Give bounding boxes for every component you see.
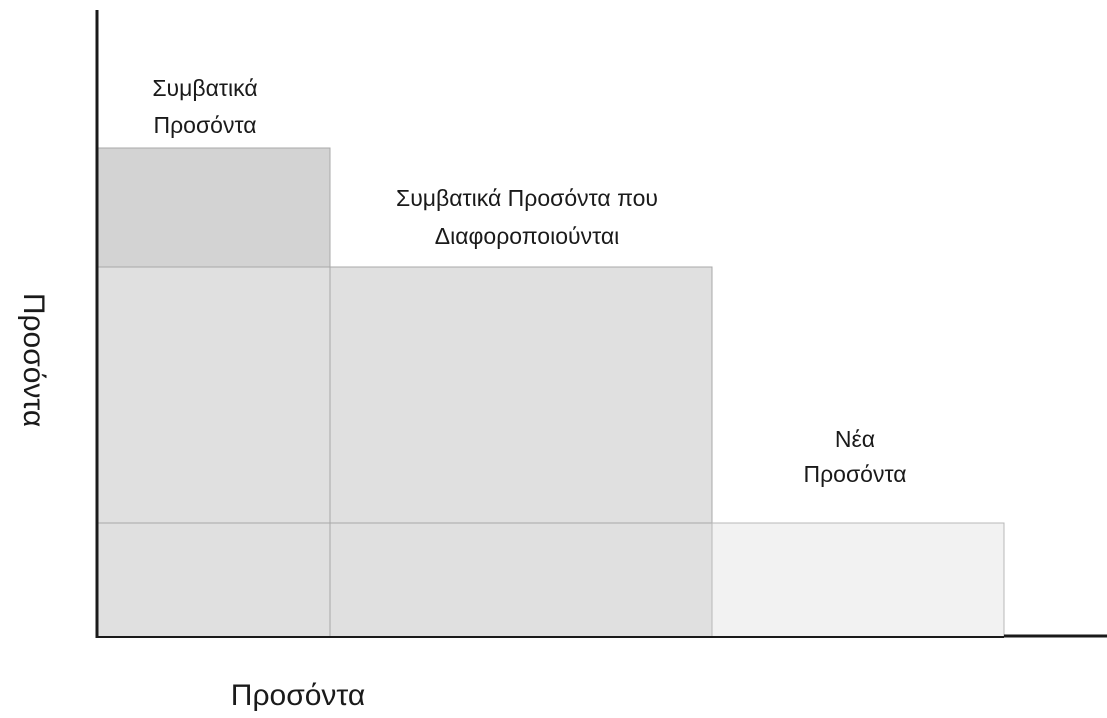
- y-axis-label: Προσόντα: [17, 293, 50, 427]
- box-label: Διαφοροποιούνται: [435, 223, 620, 249]
- box-label: Νέα: [835, 426, 875, 452]
- box-label: Συμβατικά Προσόντα που: [396, 185, 658, 211]
- box-differentiated: [96, 266, 713, 638]
- box-label: Προσόντα: [803, 461, 906, 487]
- box-conventional-top: [96, 147, 331, 268]
- x-axis-label: Προσόντα: [231, 679, 365, 712]
- box-label: Προσόντα: [153, 112, 256, 138]
- box-label: Συμβατικά: [152, 75, 257, 101]
- box-new: [711, 522, 1005, 638]
